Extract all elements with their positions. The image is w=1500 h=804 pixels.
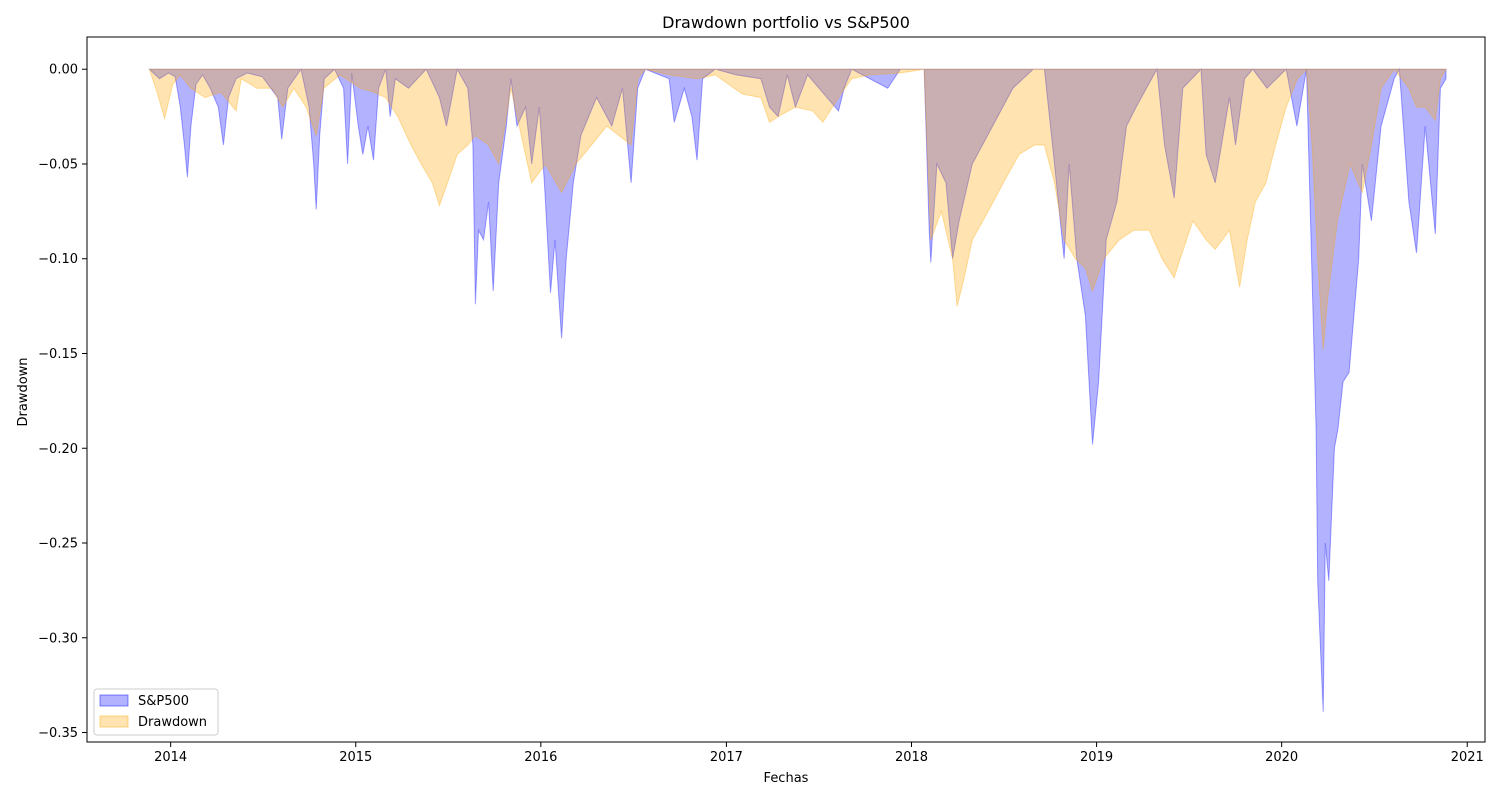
legend-label-drawdown: Drawdown	[138, 715, 207, 730]
legend: S&P500 Drawdown	[93, 688, 219, 736]
y-axis: 0.00 −0.05 −0.10 −0.15 −0.20 −0.25 −0.30 −0.35	[38, 63, 87, 741]
x-tick-label: 2021	[1451, 750, 1484, 765]
x-tick-label: 2020	[1265, 750, 1298, 765]
x-axis-label: Fechas	[764, 771, 809, 786]
y-tick-label: −0.15	[38, 347, 78, 362]
x-tick-label: 2015	[339, 750, 372, 765]
y-axis-label: Drawdown	[16, 357, 31, 426]
x-tick-label: 2017	[710, 750, 743, 765]
x-axis: 2014 2015 2016 2017 2018 2019 2020 2021	[154, 742, 1484, 765]
y-tick-label: −0.30	[38, 631, 78, 646]
x-tick-label: 2014	[154, 750, 187, 765]
area-series-sp500	[148, 67, 1447, 712]
plot-area	[148, 67, 1447, 712]
y-tick-label: −0.35	[38, 726, 78, 741]
y-tick-label: −0.25	[38, 537, 78, 552]
x-tick-label: 2019	[1080, 750, 1113, 765]
legend-swatch-drawdown	[99, 715, 129, 728]
chart-title: Drawdown portfolio vs S&P500	[662, 13, 910, 32]
legend-box	[93, 688, 219, 736]
x-tick-label: 2018	[895, 750, 928, 765]
y-tick-label: 0.00	[49, 63, 78, 78]
y-tick-label: −0.05	[38, 157, 78, 172]
y-tick-label: −0.10	[38, 252, 78, 267]
y-tick-label: −0.20	[38, 442, 78, 457]
legend-swatch-sp500	[99, 694, 129, 707]
x-tick-label: 2016	[524, 750, 557, 765]
legend-label-sp500: S&P500	[138, 694, 189, 709]
area-series-drawdown	[148, 68, 1447, 350]
plot-frame	[86, 36, 1486, 743]
